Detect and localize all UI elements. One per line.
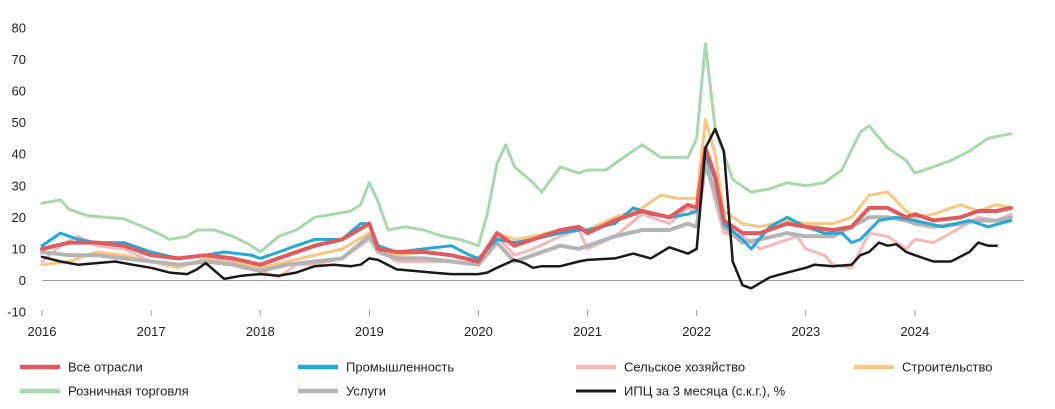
x-tick-label: 2022 <box>682 324 711 339</box>
legend-label-5: Услуги <box>346 384 386 399</box>
y-tick-label: 60 <box>12 84 26 99</box>
series-line-6 <box>40 127 998 290</box>
x-tick-label: 2021 <box>573 324 602 339</box>
y-tick-label: 10 <box>12 241 26 256</box>
series-line-5 <box>40 161 1013 273</box>
x-tick-label: 2024 <box>900 324 929 339</box>
series-line-3 <box>40 118 1013 270</box>
y-tick-label: 40 <box>12 147 26 162</box>
series-layer <box>40 42 1013 290</box>
legend-label-3: Строительство <box>902 360 992 375</box>
x-tick-label: 2018 <box>246 324 275 339</box>
y-tick-label: 0 <box>19 273 26 288</box>
legend-label-4: Розничная торговля <box>68 384 189 399</box>
series-line-1 <box>40 152 1013 260</box>
y-axis: -10 0 10 20 30 40 50 60 70 80 <box>7 21 1024 320</box>
x-tick-label: 2020 <box>464 324 493 339</box>
x-tick-label: 2016 <box>28 324 57 339</box>
legend-label-0: Все отрасли <box>68 360 143 375</box>
x-tick-label: 2017 <box>137 324 166 339</box>
y-tick-label: 20 <box>12 210 26 225</box>
y-tick-label: -10 <box>7 305 26 320</box>
series-line-0 <box>40 145 1013 267</box>
legend-label-2: Сельское хозяйство <box>624 360 745 375</box>
y-tick-label: 80 <box>12 21 26 36</box>
y-tick-label: 30 <box>12 178 26 193</box>
legend-label-6: ИПЦ за 3 месяца (с.к.г.), % <box>624 384 786 399</box>
legend-label-1: Промышленность <box>346 360 454 375</box>
y-tick-label: 50 <box>12 115 26 130</box>
x-tick-label: 2023 <box>791 324 820 339</box>
x-axis: 2016 2017 2018 2019 2020 2021 2022 2023 2024 <box>28 310 929 339</box>
series-line-4 <box>40 42 1013 254</box>
legend: Все отрасли Промышленность Сельское хозяйс… <box>20 360 992 399</box>
x-tick-label: 2019 <box>355 324 384 339</box>
y-tick-label: 70 <box>12 52 26 67</box>
